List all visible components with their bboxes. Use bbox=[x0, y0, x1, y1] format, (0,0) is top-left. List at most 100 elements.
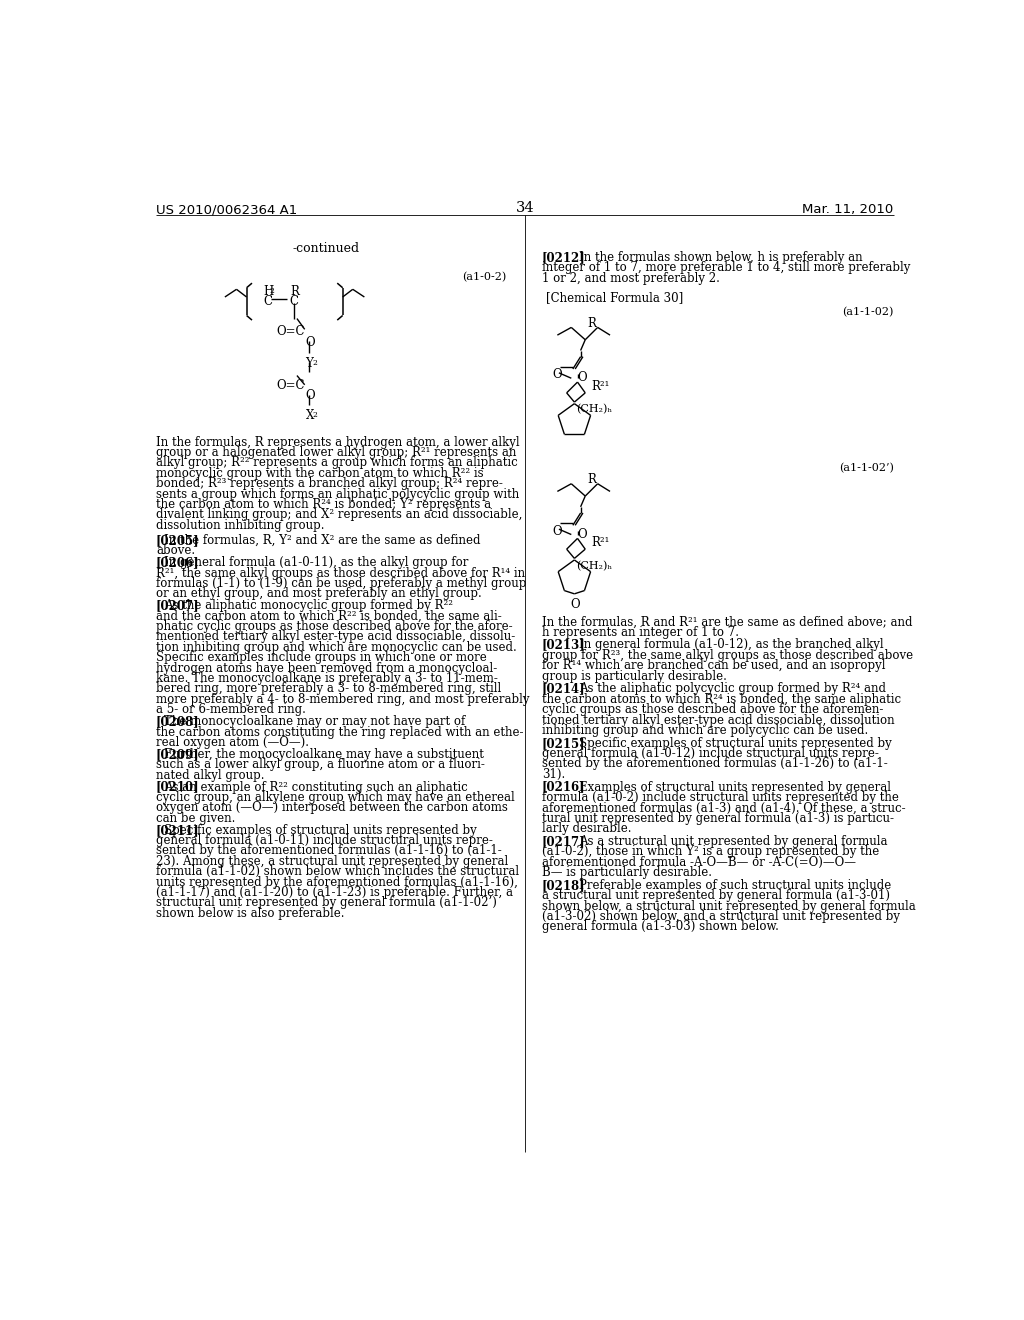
Text: [0208]: [0208] bbox=[156, 715, 200, 729]
Text: Mar. 11, 2010: Mar. 11, 2010 bbox=[803, 203, 894, 216]
Text: dissolution inhibiting group.: dissolution inhibiting group. bbox=[156, 519, 325, 532]
Text: bered ring, more preferably a 3- to 8-membered ring, still: bered ring, more preferably a 3- to 8-me… bbox=[156, 682, 501, 696]
Text: O=C: O=C bbox=[276, 326, 305, 338]
Text: general formula (a1-0-11) include structural units repre-: general formula (a1-0-11) include struct… bbox=[156, 834, 493, 847]
Text: X: X bbox=[305, 409, 313, 422]
Text: 31).: 31). bbox=[542, 768, 565, 781]
Text: aforementioned formula -A-O—B— or -A-C(=O)—O—: aforementioned formula -A-O—B— or -A-C(=… bbox=[542, 855, 856, 869]
Text: Specific examples include groups in which one or more: Specific examples include groups in whic… bbox=[156, 651, 486, 664]
Text: R: R bbox=[588, 317, 596, 330]
Text: bonded; R²³ represents a branched alkyl group; R²⁴ repre-: bonded; R²³ represents a branched alkyl … bbox=[156, 478, 503, 490]
Text: the carbon atoms to which R²⁴ is bonded, the same aliphatic: the carbon atoms to which R²⁴ is bonded,… bbox=[542, 693, 901, 706]
Text: In the formulas shown below, h is preferably an: In the formulas shown below, h is prefer… bbox=[579, 251, 862, 264]
Text: (CH₂)ₕ: (CH₂)ₕ bbox=[575, 561, 612, 572]
Text: general formula (a1-3-03) shown below.: general formula (a1-3-03) shown below. bbox=[542, 920, 778, 933]
Text: such as a lower alkyl group, a fluorine atom or a fluori-: such as a lower alkyl group, a fluorine … bbox=[156, 758, 484, 771]
Text: O: O bbox=[570, 598, 581, 611]
Text: In the formulas, R and R²¹ are the same as defined above; and: In the formulas, R and R²¹ are the same … bbox=[542, 615, 912, 628]
Text: larly desirable.: larly desirable. bbox=[542, 822, 632, 836]
Text: R²¹: R²¹ bbox=[592, 380, 610, 393]
Text: cyclic groups as those described above for the aforemen-: cyclic groups as those described above f… bbox=[542, 704, 884, 717]
Text: In general formula (a1-0-11), as the alkyl group for: In general formula (a1-0-11), as the alk… bbox=[165, 556, 469, 569]
Text: [0216]: [0216] bbox=[542, 780, 586, 793]
Text: -continued: -continued bbox=[293, 242, 360, 255]
Text: O=C: O=C bbox=[276, 379, 305, 392]
Text: [0217]: [0217] bbox=[542, 834, 586, 847]
Text: phatic cyclic groups as those described above for the afore-: phatic cyclic groups as those described … bbox=[156, 620, 513, 634]
Text: a 5- or 6-membered ring.: a 5- or 6-membered ring. bbox=[156, 704, 306, 717]
Text: C: C bbox=[289, 296, 298, 309]
Text: As a structural unit represented by general formula: As a structural unit represented by gene… bbox=[579, 834, 888, 847]
Text: formulas (1-1) to (1-9) can be used, preferably a methyl group: formulas (1-1) to (1-9) can be used, pre… bbox=[156, 577, 526, 590]
Text: group or a halogenated lower alkyl group; R²¹ represents an: group or a halogenated lower alkyl group… bbox=[156, 446, 516, 459]
Text: O: O bbox=[578, 528, 587, 541]
Text: O: O bbox=[553, 368, 562, 381]
Text: can be given.: can be given. bbox=[156, 812, 236, 825]
Text: (a1-1-02): (a1-1-02) bbox=[843, 306, 894, 317]
Text: The monocycloalkane may or may not have part of: The monocycloalkane may or may not have … bbox=[165, 715, 466, 729]
Text: Specific examples of structural units represented by: Specific examples of structural units re… bbox=[579, 737, 892, 750]
Text: a structural unit represented by general formula (a1-3-01): a structural unit represented by general… bbox=[542, 890, 890, 902]
Text: [0215]: [0215] bbox=[542, 737, 586, 750]
Text: [0214]: [0214] bbox=[542, 682, 586, 696]
Text: or an ethyl group, and most preferably an ethyl group.: or an ethyl group, and most preferably a… bbox=[156, 587, 481, 601]
Text: (a1-1-02’): (a1-1-02’) bbox=[839, 463, 894, 474]
Text: shown below, a structural unit represented by general formula: shown below, a structural unit represent… bbox=[542, 899, 915, 912]
Text: formula (a1-0-2) include structural units represented by the: formula (a1-0-2) include structural unit… bbox=[542, 791, 899, 804]
Text: alkyl group; R²² represents a group which forms an aliphatic: alkyl group; R²² represents a group whic… bbox=[156, 457, 518, 470]
Text: units represented by the aforementioned formulas (a1-1-16),: units represented by the aforementioned … bbox=[156, 875, 518, 888]
Text: (a1-0-2): (a1-0-2) bbox=[462, 272, 506, 282]
Text: (a1-1-17) and (a1-1-20) to (a1-1-23) is preferable. Further, a: (a1-1-17) and (a1-1-20) to (a1-1-23) is … bbox=[156, 886, 513, 899]
Text: [0205]: [0205] bbox=[156, 533, 200, 546]
Text: [0207]: [0207] bbox=[156, 599, 200, 612]
Text: Further, the monocycloalkane may have a substituent: Further, the monocycloalkane may have a … bbox=[165, 748, 484, 760]
Text: Specific examples of structural units represented by: Specific examples of structural units re… bbox=[165, 824, 477, 837]
Text: h represents an integer of 1 to 7.: h represents an integer of 1 to 7. bbox=[542, 626, 739, 639]
Text: tural unit represented by general formula (a1-3) is particu-: tural unit represented by general formul… bbox=[542, 812, 894, 825]
Text: 23). Among these, a structural unit represented by general: 23). Among these, a structural unit repr… bbox=[156, 855, 508, 867]
Text: O: O bbox=[305, 335, 315, 348]
Text: aforementioned formulas (a1-3) and (a1-4). Of these, a struc-: aforementioned formulas (a1-3) and (a1-4… bbox=[542, 801, 905, 814]
Text: H: H bbox=[263, 285, 273, 298]
Text: As the aliphatic polycyclic group formed by R²⁴ and: As the aliphatic polycyclic group formed… bbox=[579, 682, 886, 696]
Text: oxygen atom (—O—) interposed between the carbon atoms: oxygen atom (—O—) interposed between the… bbox=[156, 801, 508, 814]
Text: 1 or 2, and most preferably 2.: 1 or 2, and most preferably 2. bbox=[542, 272, 720, 285]
Text: [0211]: [0211] bbox=[156, 824, 200, 837]
Text: the carbon atoms constituting the ring replaced with an ethe-: the carbon atoms constituting the ring r… bbox=[156, 726, 523, 738]
Text: integer of 1 to 7, more preferable 1 to 4, still more preferably: integer of 1 to 7, more preferable 1 to … bbox=[542, 261, 910, 275]
Text: [Chemical Formula 30]: [Chemical Formula 30] bbox=[547, 292, 684, 304]
Text: above.: above. bbox=[156, 544, 195, 557]
Text: In the formulas, R represents a hydrogen atom, a lower alkyl: In the formulas, R represents a hydrogen… bbox=[156, 436, 519, 449]
Text: nated alkyl group.: nated alkyl group. bbox=[156, 768, 264, 781]
Text: (a1-0-2), those in which Y² is a group represented by the: (a1-0-2), those in which Y² is a group r… bbox=[542, 845, 879, 858]
Text: (a1-3-02) shown below, and a structural unit represented by: (a1-3-02) shown below, and a structural … bbox=[542, 909, 900, 923]
Text: tion inhibiting group and which are monocyclic can be used.: tion inhibiting group and which are mono… bbox=[156, 640, 517, 653]
Text: real oxygen atom (—O—).: real oxygen atom (—O—). bbox=[156, 737, 309, 748]
Text: sented by the aforementioned formulas (a1-1-16) to (a1-1-: sented by the aforementioned formulas (a… bbox=[156, 845, 502, 858]
Text: sents a group which forms an aliphatic polycyclic group with: sents a group which forms an aliphatic p… bbox=[156, 487, 519, 500]
Text: [0210]: [0210] bbox=[156, 780, 200, 793]
Text: [0218]: [0218] bbox=[542, 879, 586, 892]
Text: 2: 2 bbox=[312, 411, 317, 418]
Text: kane. The monocycloalkane is preferably a 3- to 11-mem-: kane. The monocycloalkane is preferably … bbox=[156, 672, 498, 685]
Text: Y: Y bbox=[305, 358, 313, 370]
Text: Examples of structural units represented by general: Examples of structural units represented… bbox=[579, 780, 891, 793]
Text: mentioned tertiary alkyl ester-type acid dissociable, dissolu-: mentioned tertiary alkyl ester-type acid… bbox=[156, 631, 515, 643]
Text: [0206]: [0206] bbox=[156, 556, 200, 569]
Text: US 2010/0062364 A1: US 2010/0062364 A1 bbox=[156, 203, 297, 216]
Text: monocyclic group with the carbon atom to which R²² is: monocyclic group with the carbon atom to… bbox=[156, 467, 483, 479]
Text: general formula (a1-0-12) include structural units repre-: general formula (a1-0-12) include struct… bbox=[542, 747, 879, 760]
Text: R²¹: R²¹ bbox=[592, 536, 610, 549]
Text: O: O bbox=[305, 389, 315, 403]
Text: structural unit represented by general formula (a1-1-02’): structural unit represented by general f… bbox=[156, 896, 497, 909]
Text: hydrogen atoms have been removed from a monocycloal-: hydrogen atoms have been removed from a … bbox=[156, 661, 497, 675]
Text: [0209]: [0209] bbox=[156, 748, 200, 760]
Text: [0212]: [0212] bbox=[542, 251, 586, 264]
Text: C: C bbox=[263, 296, 272, 309]
Text: O: O bbox=[553, 524, 562, 537]
Text: 2: 2 bbox=[270, 286, 274, 294]
Text: R: R bbox=[291, 285, 300, 298]
Text: divalent linking group; and X² represents an acid dissociable,: divalent linking group; and X² represent… bbox=[156, 508, 522, 521]
Text: more preferably a 4- to 8-membered ring, and most preferably: more preferably a 4- to 8-membered ring,… bbox=[156, 693, 529, 706]
Text: cyclic group, an alkylene group which may have an ethereal: cyclic group, an alkylene group which ma… bbox=[156, 791, 515, 804]
